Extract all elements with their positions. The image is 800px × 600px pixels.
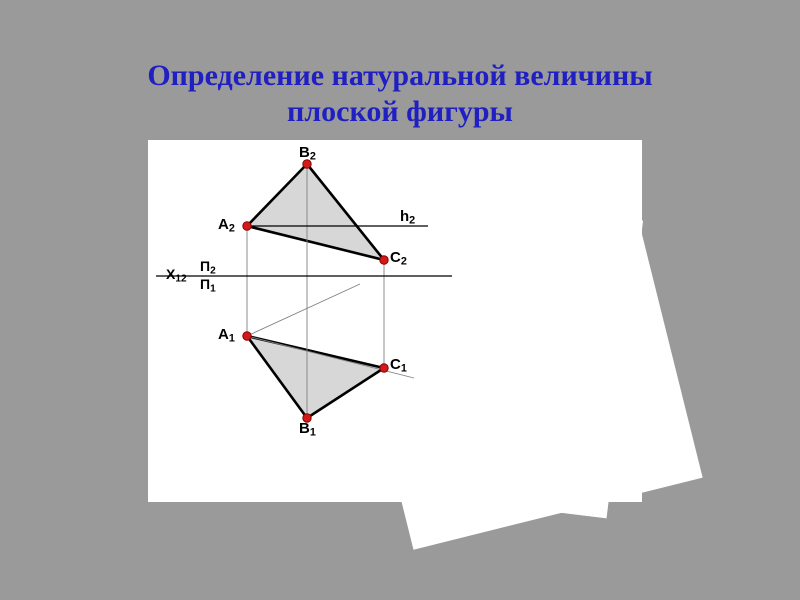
- page-title-line2: плоской фигуры: [287, 95, 513, 128]
- label-A2: A2: [218, 216, 235, 235]
- label-P2: П2: [200, 258, 216, 277]
- label-P1: П1: [200, 276, 216, 295]
- label-B2: B2: [299, 144, 316, 163]
- triangle-horizontal: [247, 336, 384, 418]
- point-A2: [243, 222, 251, 230]
- label-B1: B1: [299, 420, 316, 439]
- geometry-diagram: [152, 146, 468, 456]
- point-C1: [380, 364, 388, 372]
- diagram-canvas: A2 B2 C2 A1 B1 C1 h2 X12 П2П1: [148, 140, 642, 502]
- slide: Определение натуральной величины плоской…: [0, 0, 800, 600]
- point-C2: [380, 256, 388, 264]
- label-C1: C1: [390, 356, 407, 375]
- page-title-line1: Определение натуральной величины: [147, 59, 652, 92]
- page-title: Определение натуральной величины плоской…: [0, 58, 800, 130]
- label-A1: A1: [218, 326, 235, 345]
- point-A1: [243, 332, 251, 340]
- label-h2: h2: [400, 208, 415, 227]
- construction-line-4: [247, 284, 360, 336]
- label-C2: C2: [390, 249, 407, 268]
- triangle-frontal: [247, 164, 384, 260]
- label-X12: X12: [166, 266, 187, 285]
